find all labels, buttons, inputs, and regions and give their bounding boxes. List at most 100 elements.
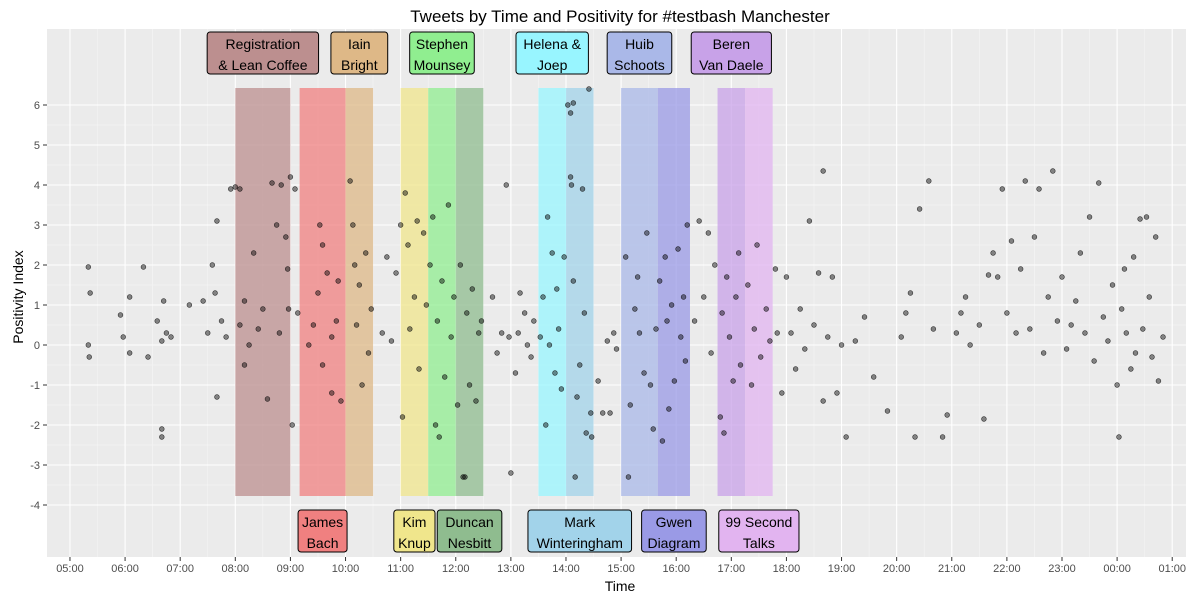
tweet-point [1017,266,1024,272]
tweet-point [451,294,457,300]
session-label-4: Stephen Mounsey [409,31,475,75]
tweet-point [359,382,365,388]
tweet-point [353,322,360,328]
tweet-point [442,374,448,380]
tweet-point [324,270,330,276]
x-tick-label: 15:00 [607,563,635,575]
tweet-point [476,330,482,336]
tweet-point [774,330,780,336]
tweet-point [1059,274,1065,280]
tweet-point [368,306,374,312]
tweet-point [701,294,707,300]
tweet-point [546,342,553,348]
tweet-point [884,408,891,414]
tweet-point [570,278,577,284]
tweet-point [724,274,730,280]
tweet-point [363,250,369,256]
tweet-point [607,410,613,416]
x-axis: 05:00 06:00 07:00 08:00 09:00 10:00 11:00 12:00… [56,557,1186,575]
tweet-point [273,222,280,228]
tweet-point [1105,338,1111,344]
tweet-point [264,396,271,402]
tweet-point [393,270,399,276]
tweet-point [350,222,356,228]
tweet-point [748,382,755,388]
tweet-point [498,330,505,336]
tweet-point [473,398,479,404]
tweet-point [388,338,395,344]
tweet-point [666,406,672,412]
tweet-point [494,350,500,356]
tweet-point [944,412,950,418]
x-tick-label: 17:00 [718,563,746,575]
tweet-point [719,310,725,316]
session-label-box [690,31,772,75]
session-label-3: Kim Knup [393,509,436,553]
session-band-3 [400,88,429,496]
tweet-point [86,354,92,360]
tweet-point [552,370,558,376]
session-label-10: Beren Van Daele [690,31,772,75]
tweet-point [1008,238,1015,244]
tweet-point [531,318,537,324]
tweet-point [802,346,808,352]
tweet-point [469,286,475,292]
tweet-point [405,242,411,248]
tweet-point [430,214,436,220]
tweet-point [604,338,611,344]
tweet-point [416,366,422,372]
tweet-point [214,218,220,224]
tweet-point [276,330,283,336]
tweet-point [292,186,298,192]
tweet-point [524,342,531,348]
tweet-point [627,402,633,408]
tweet-point [335,278,341,284]
tweet-point [423,302,430,308]
tweet-point [641,370,647,376]
tweet-point [838,342,845,348]
session-band-5 [455,88,484,496]
tweet-point [329,390,335,396]
tweet-point [990,250,996,256]
y-tick-label: 0 [34,340,40,352]
tweet-point [570,100,577,106]
tweet-point [237,322,243,328]
tweet-point [705,230,712,236]
tweet-point [962,294,969,300]
tweet-point [168,334,174,340]
tweet-point [517,290,523,296]
session-band-10 [717,88,746,496]
tweet-point [1036,186,1042,192]
tweet-point [310,322,317,328]
y-tick-label: -2 [30,420,40,432]
tweet-point [232,184,239,190]
x-tick-label: 20:00 [883,563,911,575]
tweet-point [85,264,92,270]
tweet-point [1054,318,1061,324]
tweet-point [898,334,904,340]
tweet-point [306,342,312,348]
tweet-point [843,434,849,440]
tweet-point [772,266,779,272]
tweet-point [568,182,575,188]
session-label-0: Registration & Lean Coffee [206,31,320,75]
y-tick-label: 4 [34,180,40,192]
tweet-point [246,342,252,348]
tweet-point [223,334,229,340]
tweet-point [1050,168,1056,174]
tweet-point [783,274,790,280]
tweet-point [218,318,225,324]
tweet-point [579,186,586,192]
tweet-point [399,414,406,420]
tweet-point [671,378,678,384]
tweet-point [411,294,418,300]
tweet-point [1109,282,1116,288]
tweet-point [806,218,813,224]
tweet-point [583,430,589,436]
tweet-point [682,358,689,364]
tweet-point [1140,326,1146,332]
tweet-point [1022,178,1028,184]
tweet-point [543,422,549,428]
tweet-point [209,262,216,268]
session-band-2 [345,88,374,496]
